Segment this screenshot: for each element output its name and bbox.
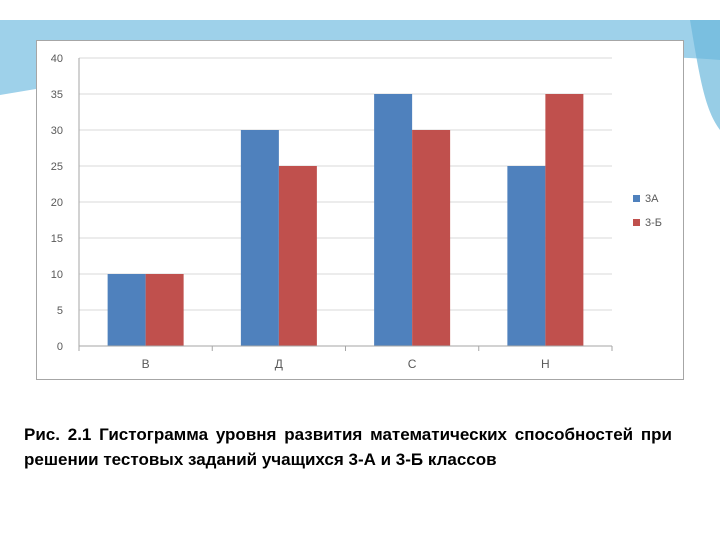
bar-series-b-2 [412, 130, 451, 346]
axes [78, 58, 613, 351]
chart-frame: 0 5 10 15 20 25 30 35 40 В Д С Н 3А 3-Б [36, 40, 684, 380]
y-tick-label: 35 [51, 89, 63, 101]
slide-wave-decoration-right [690, 20, 720, 130]
legend-label: 3-Б [645, 217, 662, 229]
y-tick-label: 10 [51, 269, 63, 281]
figure-caption: Рис. 2.1 Гистограмма уровня развития мат… [24, 425, 672, 469]
bar-series-b-1 [278, 166, 317, 346]
x-tick-label: В [142, 357, 150, 371]
bar-series-a-1 [240, 130, 279, 346]
bar-series-a-0 [107, 274, 146, 346]
x-tick-label: Н [541, 357, 550, 371]
x-tick-label: Д [275, 357, 283, 371]
bar-series-b-3 [545, 94, 584, 346]
y-tick-label: 15 [51, 233, 63, 245]
slide-wave-decoration [0, 20, 720, 95]
y-tick-label: 30 [51, 125, 63, 137]
legend-swatch [633, 195, 640, 202]
bar-chart: 0 5 10 15 20 25 30 35 40 В Д С Н 3А 3-Б [51, 53, 662, 371]
y-tick-label: 40 [51, 53, 63, 65]
y-tick-label: 0 [57, 341, 63, 353]
y-tick-label: 5 [57, 305, 63, 317]
legend-swatch [633, 219, 640, 226]
y-tick-label: 20 [51, 197, 63, 209]
bar-series-b-0 [145, 274, 184, 346]
legend: 3А 3-Б [633, 193, 662, 229]
legend-label: 3А [645, 193, 659, 205]
y-tick-label: 25 [51, 161, 63, 173]
x-tick-label: С [408, 357, 417, 371]
tick-labels: 0 5 10 15 20 25 30 35 40 В Д С Н [51, 53, 550, 371]
bar-series-a-2 [374, 94, 413, 346]
bars [107, 94, 584, 346]
bar-series-a-3 [507, 166, 546, 346]
